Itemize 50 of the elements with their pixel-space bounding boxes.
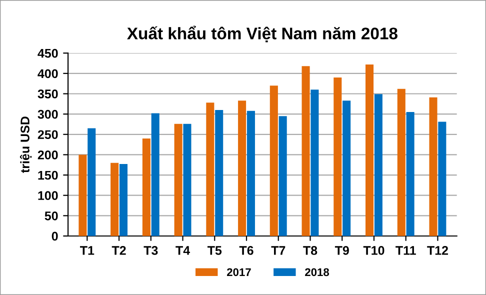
x-tick-label: T5 (207, 246, 222, 255)
bar (302, 66, 310, 236)
bar (238, 100, 246, 236)
bar (342, 100, 351, 236)
x-tick-label: T4 (176, 246, 190, 255)
bar (278, 116, 287, 236)
bar (246, 110, 255, 236)
bar (215, 110, 224, 236)
x-tick-label: T9 (334, 246, 349, 255)
y-tick-label: 150 (38, 170, 58, 180)
y-axis-title: triệu USD (20, 116, 32, 173)
y-tick-label: 100 (38, 191, 58, 200)
bar (88, 128, 96, 236)
chart-title: Xuất khẩu tôm Việt Nam năm 2018 (127, 26, 398, 42)
x-tick-label: T6 (239, 246, 254, 255)
bar (397, 88, 406, 236)
bar (310, 90, 319, 236)
bar (142, 138, 150, 236)
x-tick-label: T8 (303, 246, 318, 255)
bar (151, 113, 160, 236)
x-tick-label: T1 (80, 246, 94, 255)
bar (110, 162, 119, 236)
x-tick-label: T2 (112, 246, 126, 255)
x-tick-label: T12 (427, 246, 448, 255)
bar (174, 124, 182, 236)
legend-label: 2017 (227, 268, 251, 276)
bar (270, 86, 278, 236)
y-tick-label: 200 (38, 150, 58, 160)
x-tick-label: T3 (144, 246, 158, 255)
bar (366, 64, 374, 236)
bar (406, 112, 414, 236)
y-tick-label: 50 (44, 211, 58, 220)
y-tick-label: 300 (38, 110, 58, 119)
bar (183, 124, 192, 236)
bar (374, 94, 382, 236)
y-tick-label: 400 (38, 69, 58, 78)
y-tick-label: 0 (52, 232, 58, 241)
bar (119, 164, 128, 236)
y-tick-label: 450 (38, 48, 58, 58)
bar (334, 77, 342, 236)
bar (78, 154, 87, 236)
y-tick-label: 250 (38, 130, 58, 140)
bar (206, 102, 214, 236)
bar (429, 97, 438, 236)
legend-label: 2018 (305, 268, 330, 276)
x-tick-label: T10 (363, 246, 384, 255)
y-tick-label: 350 (38, 90, 58, 98)
x-tick-label: T11 (396, 246, 416, 255)
x-tick-label: T7 (271, 246, 286, 255)
bar (438, 122, 446, 236)
